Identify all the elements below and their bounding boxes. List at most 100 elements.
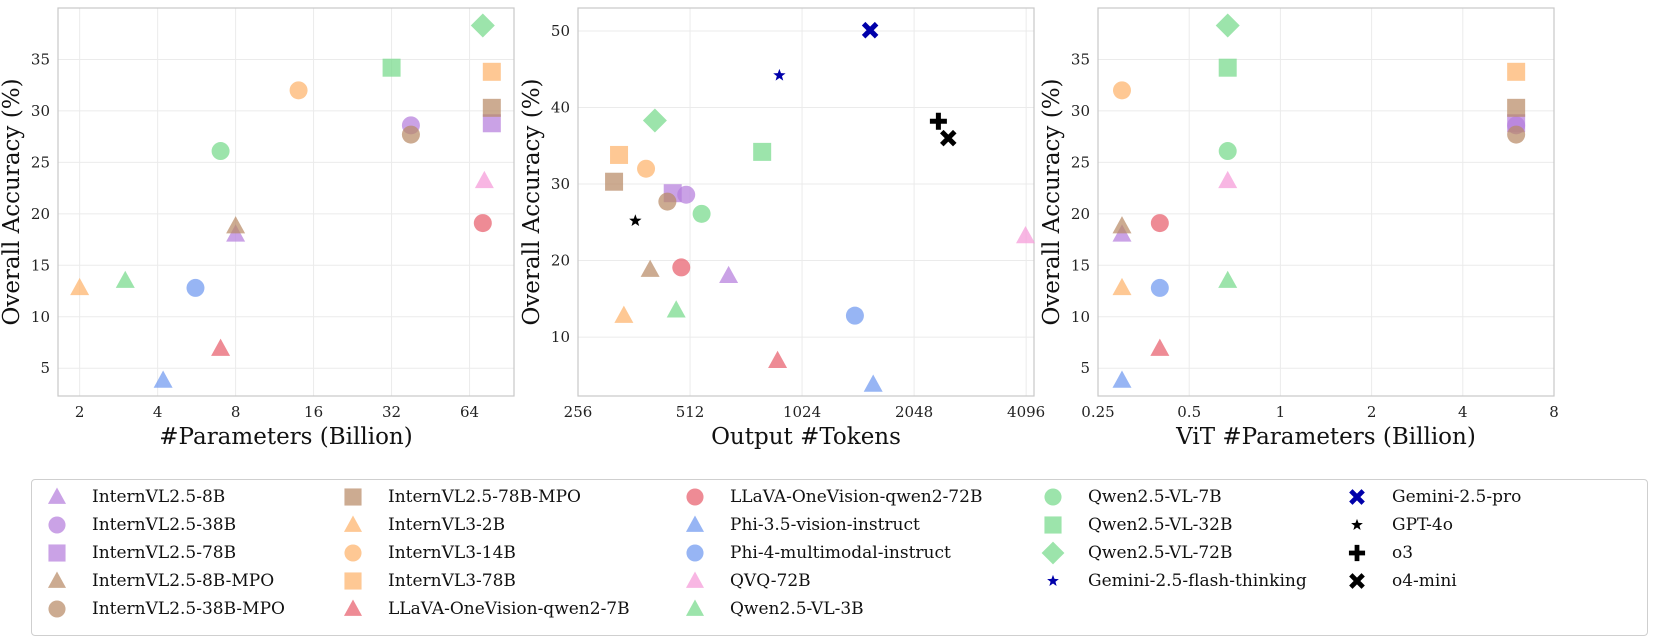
legend-marker-triangle-icon bbox=[685, 515, 705, 532]
legend-item-internvl3-2b: InternVL3-2B bbox=[338, 512, 505, 538]
legend-marker-icon bbox=[1041, 541, 1065, 565]
x-tick-label: 2048 bbox=[895, 403, 933, 421]
point-phi-4-multimodal-instruct bbox=[186, 278, 205, 297]
legend-marker-star-icon bbox=[1351, 518, 1363, 530]
point-qwen2-5-vl-72b bbox=[642, 108, 667, 133]
y-tick-label: 15 bbox=[1071, 256, 1090, 274]
y-axis-label: Overall Accuracy (%) bbox=[1039, 78, 1065, 325]
legend-marker-diamond-icon bbox=[1041, 541, 1065, 565]
point-qwen2-5-vl-32b bbox=[1218, 58, 1237, 77]
legend-label: InternVL3-78B bbox=[388, 571, 516, 591]
legend-marker-triangle-icon bbox=[343, 599, 363, 616]
legend-item-internvl3-14b: InternVL3-14B bbox=[338, 540, 516, 566]
point-internvl2-5-8b bbox=[719, 265, 739, 284]
legend-label: InternVL2.5-38B-MPO bbox=[92, 599, 285, 619]
legend-item-phi-3-5-vision-instruct: Phi-3.5-vision-instruct bbox=[680, 512, 920, 538]
legend-marker-icon bbox=[1351, 518, 1363, 530]
x-tick-label: 4 bbox=[1458, 403, 1468, 421]
legend-marker-plus-icon bbox=[1348, 544, 1366, 562]
point-gpt-4o bbox=[629, 214, 642, 227]
legend-marker-icon bbox=[686, 544, 704, 562]
y-tick-label: 40 bbox=[551, 98, 570, 116]
legend-marker-triangle-icon bbox=[47, 487, 67, 504]
legend-marker-icon bbox=[343, 599, 363, 616]
x-tick-label: 2 bbox=[75, 403, 85, 421]
point-internvl3-14b bbox=[1112, 81, 1131, 100]
legend-marker-square-icon bbox=[48, 544, 66, 562]
plot-area bbox=[578, 8, 1034, 396]
legend-item-qwen2-5-vl-7b: Qwen2.5-VL-7B bbox=[1038, 484, 1222, 510]
legend-marker-icon bbox=[343, 515, 363, 532]
legend-label: InternVL2.5-8B bbox=[92, 487, 226, 507]
legend-label: InternVL3-14B bbox=[388, 543, 516, 563]
point-qwen2-5-vl-7b bbox=[692, 204, 711, 223]
legend-item-internvl2-5-78b: InternVL2.5-78B bbox=[42, 540, 236, 566]
point-qvq-72b bbox=[1016, 226, 1036, 244]
point-gemini-2-5-flash-thinking bbox=[773, 68, 786, 81]
legend-marker-icon bbox=[1348, 544, 1366, 562]
legend-label: InternVL2.5-38B bbox=[92, 515, 237, 535]
point-internvl3-78b bbox=[610, 145, 629, 164]
plot-area bbox=[1098, 8, 1554, 396]
legend-label: InternVL3-2B bbox=[388, 515, 506, 535]
point-internvl3-78b bbox=[482, 62, 501, 81]
point-internvl2-5-8b-mpo bbox=[640, 259, 660, 277]
chart-3: 0.25 0.5 1 2 4 8 5 10 15 20 25 30 35 ViT #Parameters … bbox=[1039, 7, 1559, 450]
point-qvq-72b bbox=[1218, 170, 1238, 189]
y-tick-label: 30 bbox=[1071, 102, 1090, 120]
legend-label: o3 bbox=[1392, 543, 1414, 563]
point-qwen2-5-vl-7b bbox=[1218, 142, 1237, 161]
x-tick-label: 4 bbox=[153, 403, 163, 421]
legend-marker-star-icon bbox=[1047, 574, 1059, 586]
y-tick-label: 20 bbox=[31, 205, 50, 223]
point-internvl3-14b bbox=[637, 159, 656, 178]
legend-marker-icon bbox=[1349, 573, 1365, 589]
y-tick-label: 10 bbox=[1071, 308, 1090, 326]
legend-label: Gemini-2.5-flash-thinking bbox=[1088, 571, 1307, 591]
x-axis-label: #Parameters (Billion) bbox=[159, 424, 412, 450]
chart-2: 256 512 1024 2048 4096 10 20 30 40 50 Output #Toke… bbox=[519, 7, 1045, 450]
legend-marker-icon bbox=[1044, 516, 1062, 534]
legend-item-internvl2-5-8b: InternVL2.5-8B bbox=[42, 484, 225, 510]
legend-item-qwen2-5-vl-3b: Qwen2.5-VL-3B bbox=[680, 596, 864, 622]
point-llava-onevision-qwen2-7b bbox=[211, 338, 231, 356]
legend-marker-icon bbox=[47, 487, 67, 504]
point-o4-mini bbox=[940, 129, 957, 147]
plot-frame bbox=[1097, 7, 1555, 397]
legend-label: o4-mini bbox=[1392, 571, 1457, 591]
x-tick-label: 1 bbox=[1276, 403, 1286, 421]
legend-marker-icon bbox=[48, 544, 66, 562]
point-qwen2-5-vl-32b bbox=[753, 142, 772, 161]
point-internvl2-5-38b-mpo bbox=[1507, 125, 1526, 144]
x-axis-label: ViT #Parameters (Billion) bbox=[1175, 424, 1476, 450]
legend-label: Phi-4-multimodal-instruct bbox=[730, 543, 951, 563]
legend-marker-icon bbox=[344, 572, 362, 590]
legend-marker-square-icon bbox=[1044, 516, 1062, 534]
legend-item-gpt-4o: GPT-4o bbox=[1342, 512, 1453, 538]
x-tick-label: 1024 bbox=[783, 403, 821, 421]
y-tick-label: 30 bbox=[551, 175, 570, 193]
legend-marker-triangle-icon bbox=[343, 515, 363, 532]
legend-item-internvl2-5-38b: InternVL2.5-38B bbox=[42, 512, 236, 538]
point-internvl3-2b bbox=[1112, 277, 1132, 296]
point-qwen2-5-vl-3b bbox=[666, 300, 686, 318]
y-tick-label: 10 bbox=[551, 328, 570, 346]
legend-marker-x-icon bbox=[1349, 573, 1365, 589]
point-qwen2-5-vl-3b bbox=[115, 270, 135, 288]
x-tick-label: 16 bbox=[304, 403, 323, 421]
y-tick-label: 35 bbox=[1071, 50, 1090, 68]
legend-label: GPT-4o bbox=[1392, 515, 1453, 535]
legend-item-internvl2-5-78b-mpo: InternVL2.5-78B-MPO bbox=[338, 484, 581, 510]
x-tick-label: 512 bbox=[676, 403, 705, 421]
x-tick-label: 0.5 bbox=[1177, 403, 1201, 421]
point-qwen2-5-vl-72b bbox=[470, 13, 495, 38]
legend-item-qwen2-5-vl-72b: Qwen2.5-VL-72B bbox=[1038, 540, 1232, 566]
y-tick-label: 30 bbox=[31, 102, 50, 120]
legend-label: Qwen2.5-VL-7B bbox=[1088, 487, 1222, 507]
x-axis-label: Output #Tokens bbox=[711, 424, 901, 450]
chart-1: 2 4 8 16 32 64 5 10 15 20 25 30 35 #Parameters (Billi… bbox=[0, 7, 515, 450]
y-tick-label: 5 bbox=[40, 359, 50, 377]
point-qwen2-5-vl-3b bbox=[1218, 270, 1238, 288]
legend-label: Qwen2.5-VL-72B bbox=[1088, 543, 1233, 563]
